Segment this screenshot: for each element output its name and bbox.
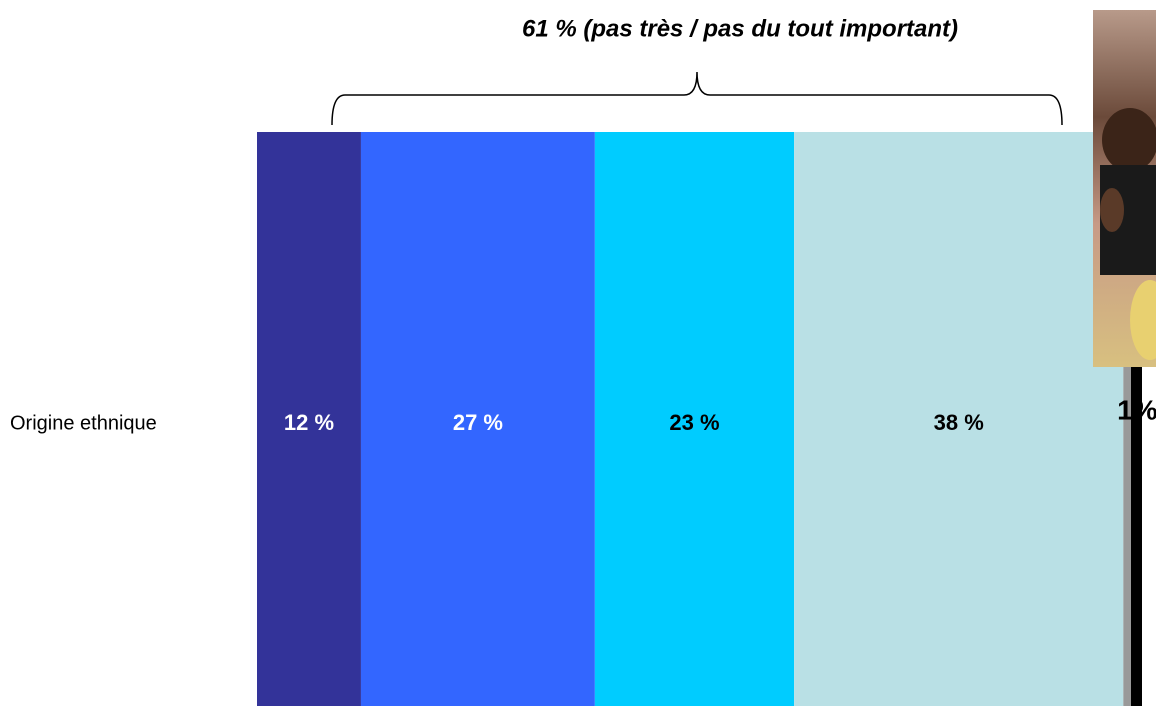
bar-segment [1123,132,1132,706]
photo-face [1102,108,1156,172]
bar-segment [360,132,595,706]
annotation: 61 % (pas très / pas du tout important) [522,15,958,42]
bar-segment [794,132,1124,706]
photo-hand [1100,188,1124,232]
bar-segment [594,132,795,706]
brace [331,71,1063,126]
value-label: 1% [1117,394,1156,425]
category-label: Origine ethnique [10,412,157,434]
photo-hair [1130,280,1156,360]
photo [1093,10,1156,367]
value-label: 23 % [669,410,719,435]
value-label: 27 % [453,410,503,435]
edge [1131,367,1142,706]
value-label: 12 % [284,410,334,435]
bar-segment [257,132,361,706]
value-label: 38 % [934,410,984,435]
